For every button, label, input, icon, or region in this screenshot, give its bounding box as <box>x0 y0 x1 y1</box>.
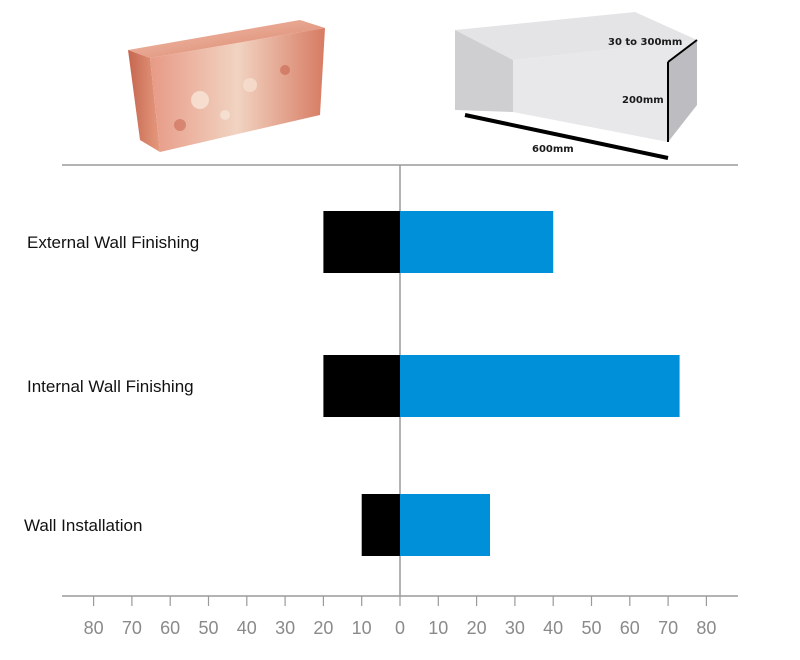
right-bar-0 <box>400 211 554 273</box>
category-labels-group: External Wall Finishing Internal Wall Fin… <box>24 233 199 535</box>
ticks-group: 80 70 60 50 40 30 20 10 0 10 20 30 40 50 60 70 80 <box>84 596 716 638</box>
category-label-0: External Wall Finishing <box>27 233 199 252</box>
aac-length-label: 600mm <box>532 144 574 155</box>
tick-label-13: 50 <box>581 618 601 638</box>
tick-label-3: 50 <box>198 618 218 638</box>
aac-height-label: 200mm <box>622 95 664 106</box>
tick-label-2: 60 <box>160 618 180 638</box>
tick-label-7: 10 <box>352 618 372 638</box>
tick-label-4: 40 <box>237 618 257 638</box>
left-bar-2 <box>361 494 400 556</box>
tick-label-8: 0 <box>395 618 405 638</box>
tick-label-12: 40 <box>543 618 563 638</box>
right-bar-2 <box>400 494 491 556</box>
tick-label-0: 80 <box>84 618 104 638</box>
left-bar-0 <box>323 211 400 273</box>
right-bar-1 <box>400 355 680 417</box>
tick-label-14: 60 <box>620 618 640 638</box>
aac-thickness-label: 30 to 300mm <box>608 37 682 48</box>
tick-label-6: 20 <box>313 618 333 638</box>
category-label-1: Internal Wall Finishing <box>27 377 194 396</box>
tick-label-16: 80 <box>696 618 716 638</box>
bars-group <box>323 211 680 556</box>
left-bar-1 <box>323 355 400 417</box>
tick-label-15: 70 <box>658 618 678 638</box>
tick-label-11: 30 <box>505 618 525 638</box>
category-label-2: Wall Installation <box>24 516 142 535</box>
tick-label-10: 20 <box>467 618 487 638</box>
brick-image <box>128 20 325 152</box>
tick-label-1: 70 <box>122 618 142 638</box>
tick-label-9: 10 <box>428 618 448 638</box>
aac-block-image: 30 to 300mm 200mm 600mm <box>455 12 698 160</box>
tick-label-5: 30 <box>275 618 295 638</box>
